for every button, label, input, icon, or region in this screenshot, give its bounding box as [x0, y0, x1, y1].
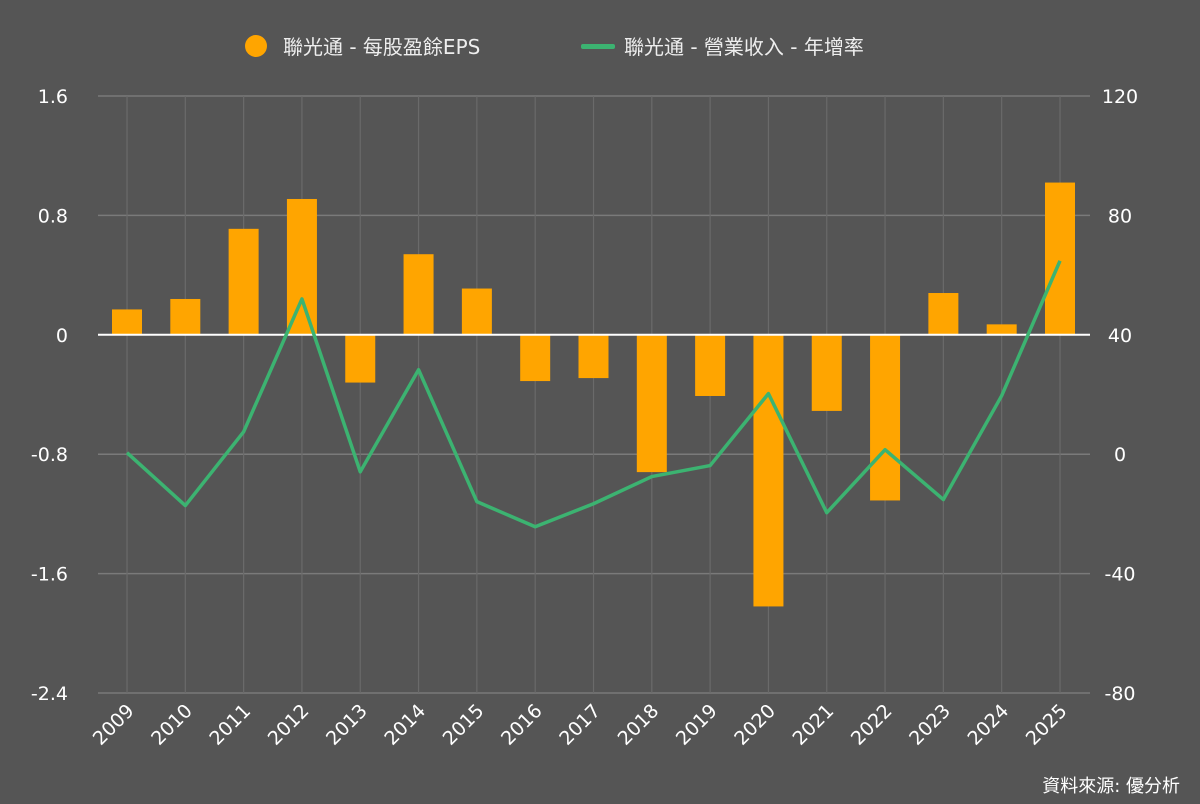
x-tick-label: 2017	[555, 700, 605, 750]
eps-bar-2011	[228, 228, 259, 335]
eps-bar-2024	[986, 324, 1017, 335]
right-tick-label: -40	[1104, 564, 1135, 586]
x-tick-label: 2025	[1022, 700, 1072, 750]
eps-bar-2016	[520, 334, 551, 382]
eps-bar-2014	[403, 254, 434, 335]
x-tick-label: 2019	[672, 700, 722, 750]
right-tick-label: 80	[1108, 205, 1132, 227]
right-tick-label: 0	[1114, 444, 1126, 466]
eps-bar-2023	[928, 293, 959, 335]
x-tick-label: 2021	[789, 700, 839, 750]
right-axis-ticks: 120 80 40 0 -40 -80	[1102, 86, 1138, 705]
x-tick-label: 2023	[905, 700, 955, 750]
x-tick-label: 2020	[730, 700, 780, 750]
left-tick-label: -0.8	[31, 444, 68, 466]
x-tick-label: 2018	[614, 700, 664, 750]
eps-bar-2015	[461, 288, 492, 335]
eps-bar-2020	[753, 334, 784, 607]
left-tick-label: 0.8	[38, 205, 68, 227]
x-tick-label: 2010	[147, 700, 197, 750]
right-tick-label: -80	[1104, 683, 1135, 705]
x-tick-label: 2014	[380, 700, 430, 750]
x-tick-label: 2022	[847, 700, 897, 750]
x-tick-label: 2015	[439, 700, 489, 750]
right-tick-label: 120	[1102, 86, 1138, 108]
revenue-growth-line	[125, 260, 1062, 529]
eps-bar-2025	[1045, 182, 1075, 335]
x-tick-label: 2012	[264, 700, 314, 750]
right-tick-label: 40	[1108, 325, 1132, 347]
left-tick-label: -2.4	[31, 683, 68, 705]
x-axis-ticks: 2009 2010 2011 2012 2013 2014 2015 2016 2017 2018…	[89, 700, 1072, 750]
x-tick-label: 2016	[497, 700, 547, 750]
x-tick-label: 2009	[89, 700, 139, 750]
grid	[98, 95, 1090, 694]
eps-bar-2021	[811, 334, 842, 411]
x-tick-label: 2024	[963, 700, 1013, 750]
eps-bar-2012	[286, 198, 317, 335]
eps-bar-2022	[870, 334, 901, 501]
eps-bar-2010	[170, 298, 201, 335]
x-tick-label: 2011	[205, 700, 255, 750]
left-tick-label: 0	[56, 325, 68, 347]
eps-bar-2018	[636, 334, 667, 473]
eps-bar-2017	[578, 334, 609, 379]
legend-revenue-marker	[581, 44, 615, 49]
left-tick-label: 1.6	[38, 86, 68, 108]
left-tick-label: -1.6	[31, 564, 68, 586]
legend-revenue-label[interactable]: 聯光通 - 營業收入 - 年增率	[624, 35, 864, 59]
eps-bars	[112, 182, 1075, 607]
left-axis-ticks: 1.6 0.8 0 -0.8 -1.6 -2.4	[31, 86, 68, 705]
source-note: 資料來源: 優分析	[1042, 776, 1180, 797]
x-tick-label: 2013	[322, 700, 372, 750]
eps-bar-2019	[695, 334, 726, 396]
eps-bar-2009	[112, 309, 142, 335]
eps-bar-2013	[345, 334, 376, 383]
legend-eps-marker	[245, 35, 267, 57]
legend: 聯光通 - 每股盈餘EPS 聯光通 - 營業收入 - 年增率	[245, 35, 864, 59]
legend-eps-label[interactable]: 聯光通 - 每股盈餘EPS	[283, 35, 480, 59]
